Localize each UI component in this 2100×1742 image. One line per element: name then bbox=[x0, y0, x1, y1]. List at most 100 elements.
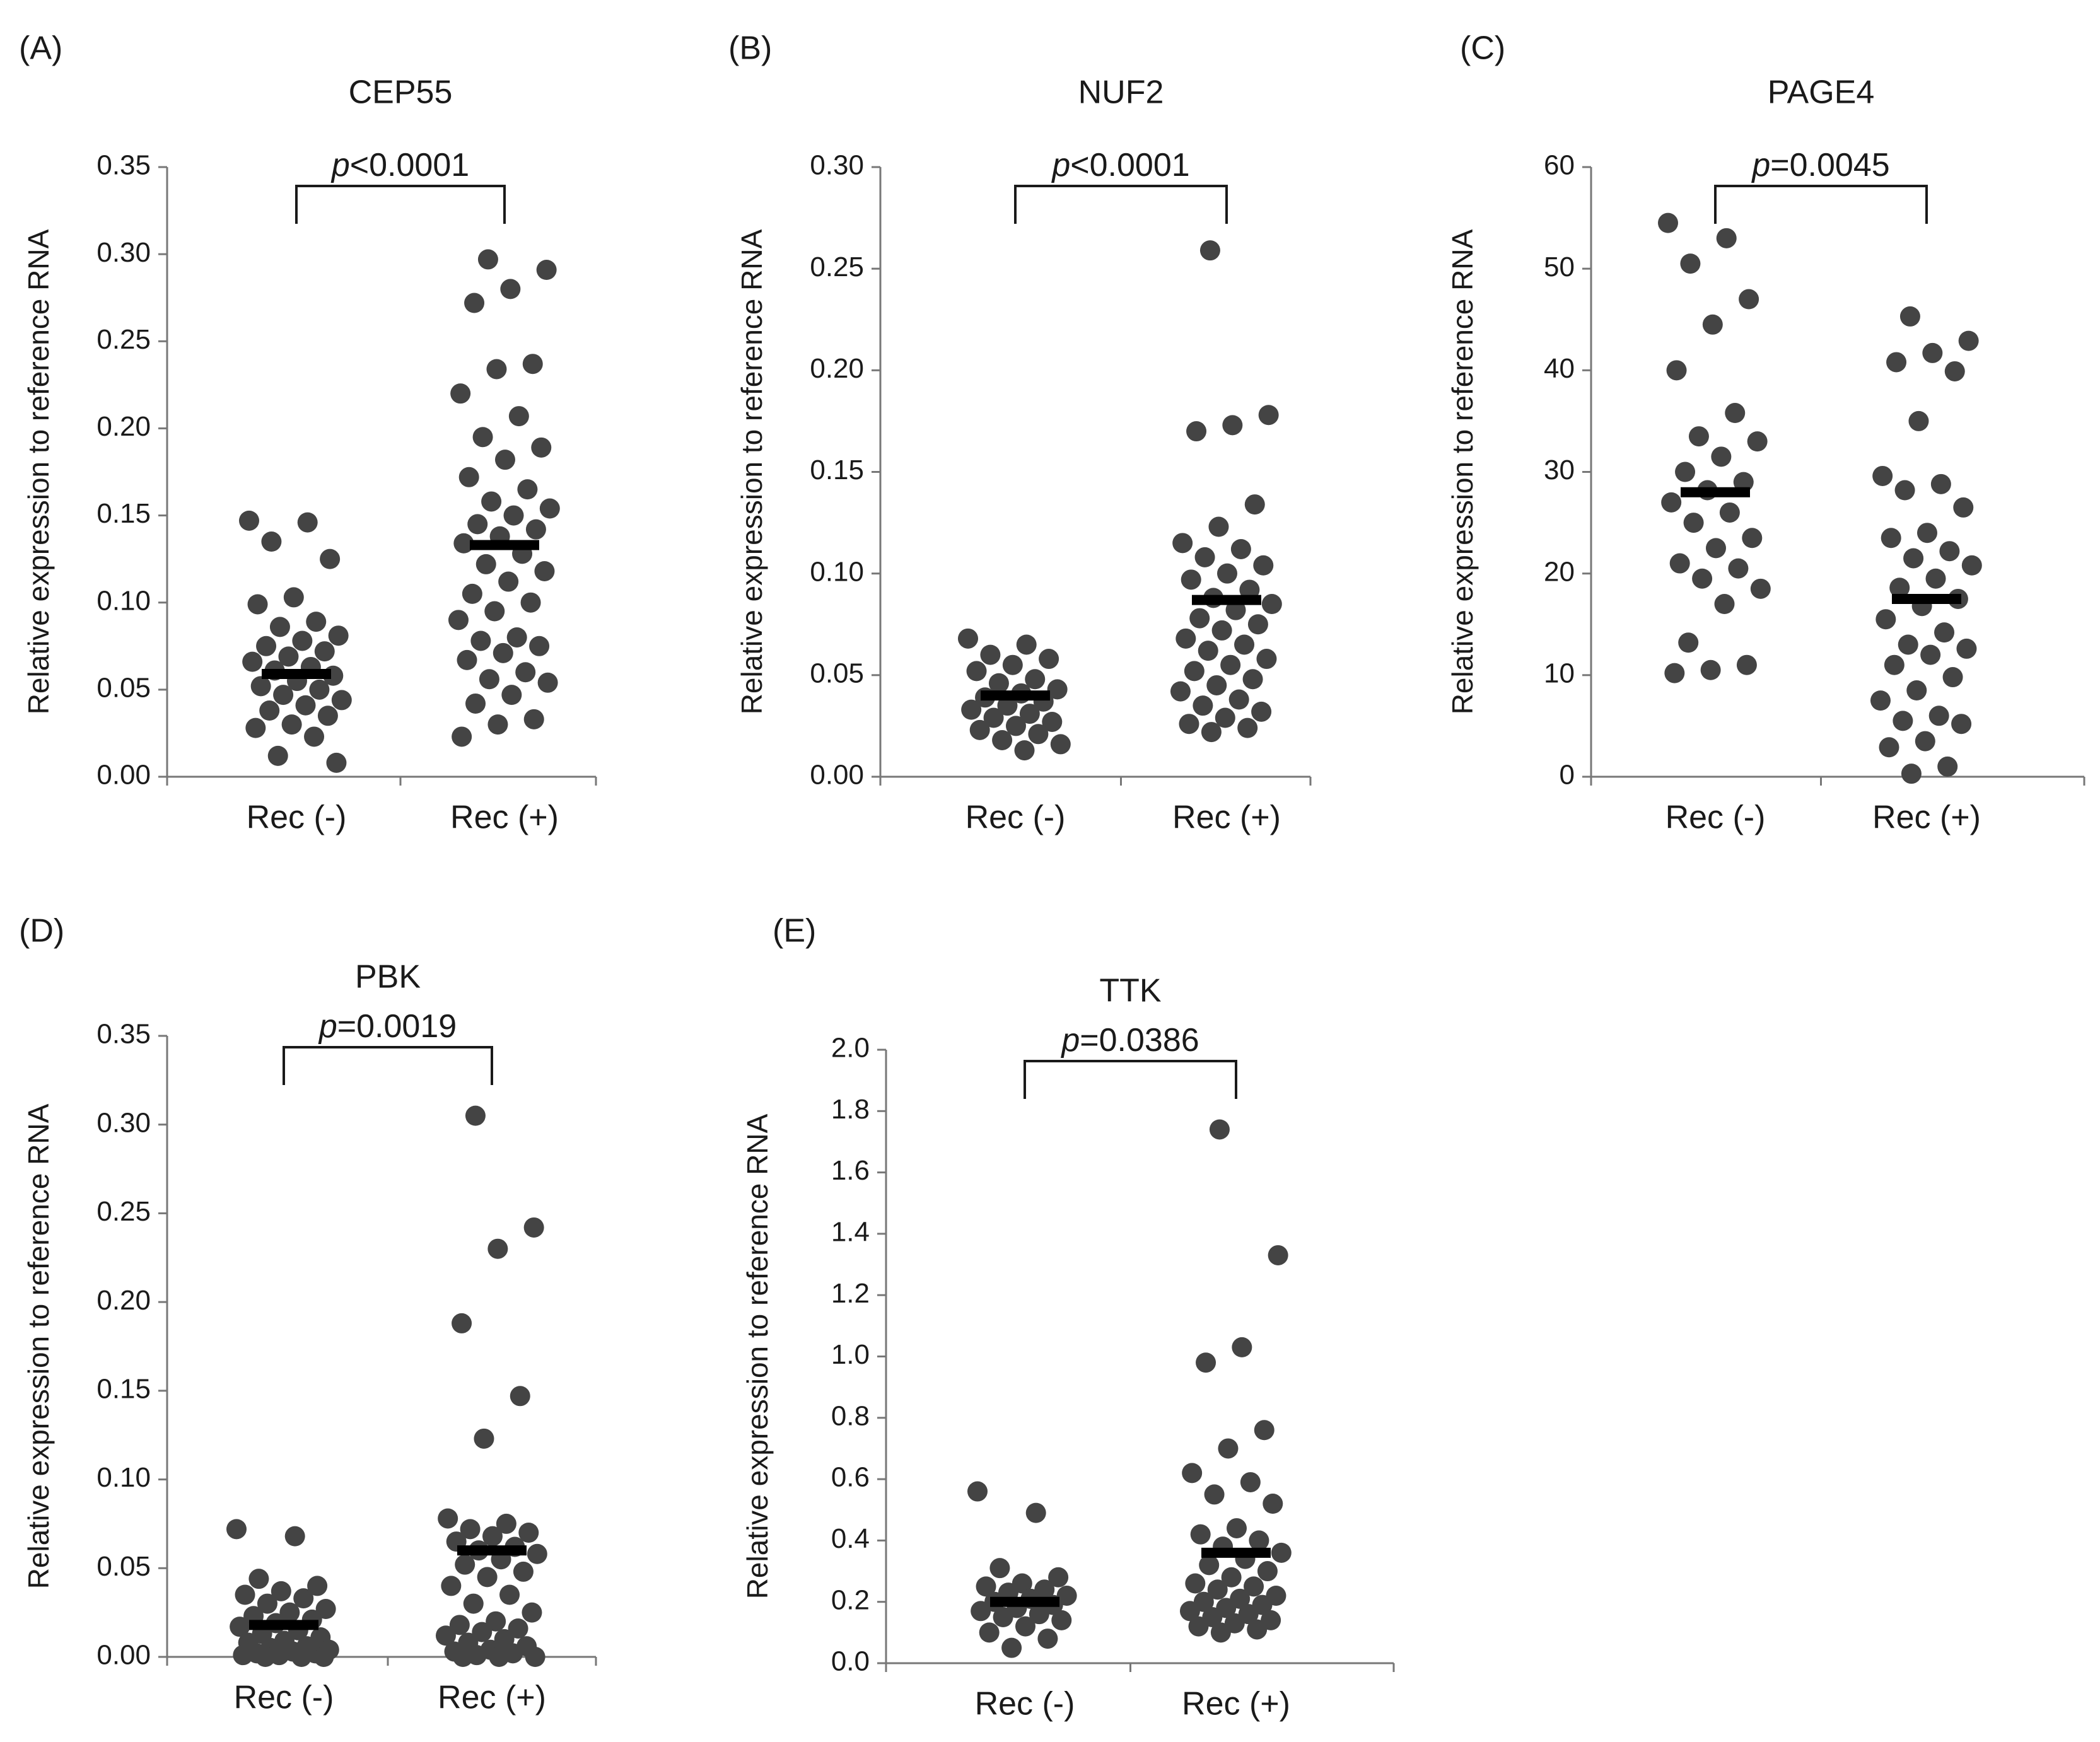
data-point bbox=[306, 612, 327, 632]
data-point bbox=[472, 1622, 493, 1642]
data-point bbox=[1256, 649, 1277, 670]
data-point bbox=[226, 1519, 247, 1540]
data-point bbox=[458, 467, 479, 487]
data-point bbox=[255, 1647, 276, 1667]
data-point bbox=[1733, 472, 1754, 492]
y-tick-label: 0.10 bbox=[96, 1462, 151, 1493]
significance-bracket bbox=[1714, 185, 1928, 224]
data-point bbox=[242, 651, 263, 672]
data-point bbox=[1930, 473, 1951, 494]
chart-title: PAGE4 bbox=[1768, 74, 1875, 111]
data-point bbox=[496, 1513, 516, 1534]
data-point bbox=[1002, 654, 1023, 675]
panel-label: (C) bbox=[1460, 30, 1505, 67]
data-point bbox=[539, 498, 560, 519]
data-point bbox=[1899, 306, 1920, 327]
data-point bbox=[1901, 764, 1922, 784]
data-point bbox=[1184, 661, 1205, 682]
x-category-label: Rec (+) bbox=[1872, 799, 1981, 836]
data-point bbox=[1232, 1337, 1252, 1357]
y-axis-label: Relative expression to reference RNA bbox=[22, 1103, 55, 1589]
data-point bbox=[1688, 426, 1709, 447]
data-point bbox=[493, 642, 513, 663]
data-point bbox=[1170, 681, 1191, 702]
p-value-label: p<0.0001 bbox=[1051, 147, 1189, 183]
data-point bbox=[1692, 568, 1713, 589]
data-point bbox=[1898, 634, 1918, 655]
data-point bbox=[281, 714, 302, 735]
data-point bbox=[1934, 622, 1955, 643]
data-point bbox=[1893, 711, 1913, 731]
data-point bbox=[230, 1617, 250, 1637]
data-point bbox=[477, 1567, 498, 1588]
data-point bbox=[1879, 737, 1899, 758]
data-point bbox=[1261, 594, 1282, 615]
data-point bbox=[515, 662, 536, 683]
data-point bbox=[1716, 228, 1737, 248]
data-point bbox=[1196, 1352, 1216, 1373]
y-axis-label: Relative expression to reference RNA bbox=[22, 229, 55, 714]
data-point bbox=[980, 644, 1001, 665]
data-point bbox=[233, 1645, 254, 1666]
data-point bbox=[1185, 1573, 1206, 1594]
data-point bbox=[1939, 541, 1960, 562]
data-point bbox=[472, 427, 493, 448]
data-point bbox=[1258, 405, 1279, 426]
data-point bbox=[969, 719, 990, 740]
panel-label: (D) bbox=[19, 913, 64, 949]
data-point bbox=[1199, 1555, 1220, 1576]
data-point bbox=[1244, 494, 1265, 515]
data-point bbox=[304, 726, 325, 747]
data-point bbox=[1208, 516, 1229, 537]
panel-label: (B) bbox=[728, 30, 772, 67]
data-point bbox=[525, 519, 546, 540]
data-point bbox=[462, 583, 482, 604]
p-value-italic: p bbox=[318, 1008, 337, 1045]
data-point bbox=[1714, 594, 1735, 615]
p-value-label: p=0.0019 bbox=[318, 1008, 457, 1045]
data-point bbox=[508, 1618, 528, 1639]
data-point bbox=[1669, 553, 1690, 574]
data-point bbox=[508, 406, 529, 427]
data-point bbox=[1179, 1601, 1200, 1622]
data-point bbox=[1889, 578, 1910, 598]
y-tick-label: 0.25 bbox=[96, 324, 151, 355]
data-point bbox=[1221, 1567, 1242, 1588]
data-point bbox=[449, 1615, 470, 1635]
data-point bbox=[1190, 1524, 1211, 1545]
data-point bbox=[971, 1601, 991, 1622]
panel-ttk: (E) 0.0 0.2 0.4 0.6 0.8 1.0 1.2 1.4 1.6 1.8 2.0 Rec … bbox=[741, 913, 1395, 1722]
data-point bbox=[1222, 415, 1243, 436]
data-point bbox=[1251, 701, 1272, 722]
data-point bbox=[1216, 563, 1237, 584]
data-point bbox=[1198, 641, 1218, 661]
data-point bbox=[1925, 568, 1946, 589]
p-value-italic: p bbox=[1751, 147, 1770, 183]
x-category-label: Rec (+) bbox=[1172, 799, 1281, 836]
data-point bbox=[997, 695, 1018, 716]
data-point bbox=[239, 510, 259, 531]
y-tick-label: 0.4 bbox=[831, 1523, 870, 1554]
data-point bbox=[292, 630, 313, 651]
data-point bbox=[529, 636, 550, 656]
data-point bbox=[1739, 289, 1759, 310]
y-tick-label: 0.35 bbox=[96, 1019, 151, 1050]
data-point bbox=[295, 695, 316, 716]
y-tick-label: 0 bbox=[1560, 760, 1575, 791]
data-point bbox=[1240, 1472, 1261, 1492]
data-point bbox=[1230, 538, 1251, 559]
x-category-label: Rec (+) bbox=[450, 799, 559, 836]
data-point bbox=[1189, 608, 1210, 629]
y-tick-label: 20 bbox=[1544, 556, 1575, 587]
data-point bbox=[1220, 654, 1241, 675]
data-point bbox=[992, 729, 1013, 750]
data-point bbox=[1019, 704, 1040, 724]
data-point bbox=[1175, 628, 1196, 649]
data-point bbox=[1028, 724, 1049, 745]
data-point bbox=[1015, 1616, 1035, 1637]
y-tick-label: 60 bbox=[1544, 150, 1575, 181]
data-point bbox=[250, 676, 271, 697]
data-point bbox=[1683, 513, 1704, 533]
data-point bbox=[961, 699, 982, 720]
data-point bbox=[1050, 734, 1071, 755]
